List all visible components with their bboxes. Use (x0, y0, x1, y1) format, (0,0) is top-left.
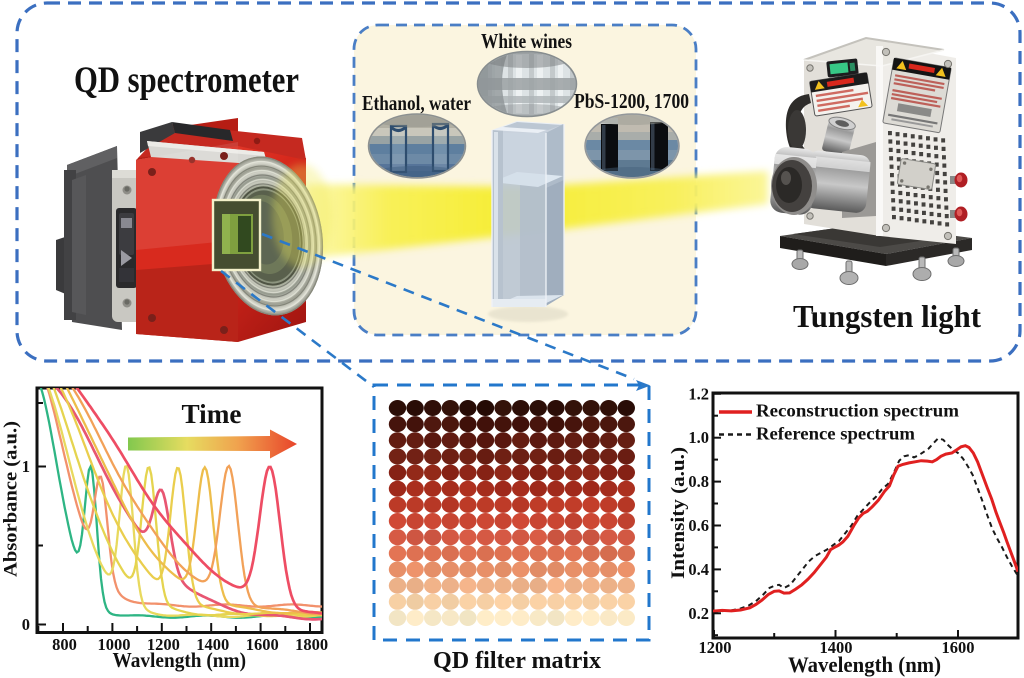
svg-text:Ethanol, water: Ethanol, water (362, 91, 471, 115)
svg-text:White wines: White wines (481, 29, 572, 53)
svg-text:QD filter matrix: QD filter matrix (433, 648, 601, 674)
svg-text:0.2: 0.2 (688, 604, 709, 623)
svg-text:1.2: 1.2 (688, 384, 709, 403)
svg-text:QD spectrometer: QD spectrometer (74, 60, 299, 101)
svg-text:0.6: 0.6 (688, 516, 709, 535)
svg-text:1000: 1000 (98, 635, 131, 654)
svg-text:Reconstruction spectrum: Reconstruction spectrum (756, 401, 959, 421)
svg-text:Wavlength (nm): Wavlength (nm) (113, 648, 247, 672)
svg-text:PbS-1200, 1700: PbS-1200, 1700 (574, 89, 689, 113)
svg-text:1800: 1800 (295, 635, 328, 654)
svg-text:1200: 1200 (147, 635, 180, 654)
svg-text:1200: 1200 (699, 638, 732, 657)
svg-text:Absorbance (a.u.): Absorbance (a.u.) (1, 421, 22, 577)
svg-text:1: 1 (22, 457, 30, 476)
svg-text:Wavelength (nm): Wavelength (nm) (788, 652, 941, 677)
svg-text:1.0: 1.0 (688, 428, 709, 447)
svg-text:Reference spectrum: Reference spectrum (756, 424, 915, 444)
svg-text:0.4: 0.4 (688, 560, 709, 579)
svg-text:Time: Time (182, 399, 242, 429)
svg-text:1400: 1400 (196, 635, 229, 654)
svg-text:Tungsten light: Tungsten light (793, 298, 981, 334)
svg-text:1600: 1600 (942, 638, 975, 657)
svg-text:Intensity (a.u.): Intensity (a.u.) (668, 447, 689, 579)
svg-text:1400: 1400 (820, 638, 853, 657)
svg-text:0.8: 0.8 (688, 472, 709, 491)
svg-text:0: 0 (22, 615, 30, 634)
svg-text:800: 800 (52, 635, 77, 654)
svg-text:1600: 1600 (246, 635, 279, 654)
